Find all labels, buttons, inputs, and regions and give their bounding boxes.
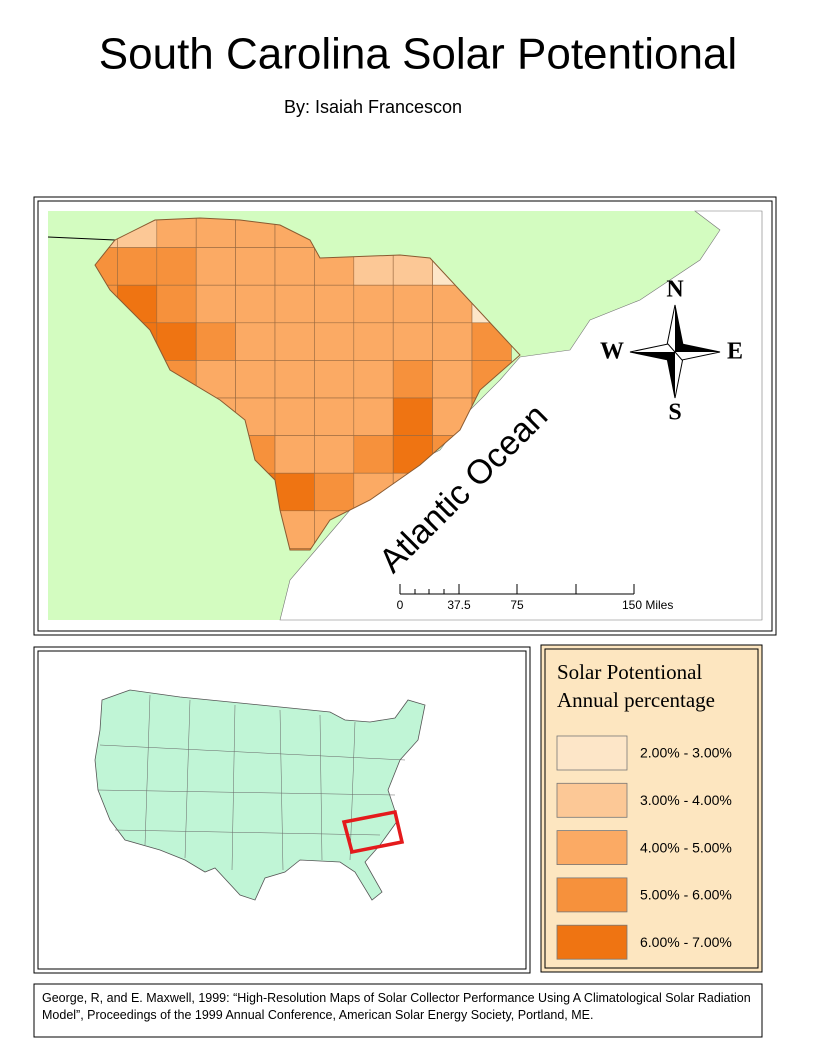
- legend-swatch: [556, 830, 628, 865]
- legend-title: Solar Potentional: [557, 660, 702, 684]
- legend-swatch: [556, 782, 628, 818]
- grid-cell: [235, 360, 276, 399]
- grid-cell: [314, 284, 355, 324]
- grid-cell: [274, 247, 315, 286]
- grid-cell: [314, 472, 355, 512]
- grid-cell: [314, 397, 355, 436]
- compass-w: W: [600, 339, 624, 365]
- grid-cell: [392, 284, 433, 324]
- legend-title: Annual percentage: [557, 688, 715, 712]
- grid-cell: [195, 322, 236, 361]
- state-border: [47, 236, 116, 241]
- grid-cell: [274, 548, 315, 550]
- grid-cell: [274, 360, 315, 399]
- grid-cell: [235, 322, 276, 361]
- legend-label: 4.00% - 5.00%: [640, 839, 732, 855]
- grid-cell: [274, 472, 315, 512]
- map-frame: [33, 196, 777, 636]
- locator-box: [341, 809, 405, 855]
- grid-cell: [235, 247, 276, 286]
- grid-cell: [274, 435, 315, 474]
- sc-outline: [94, 217, 521, 551]
- scale-label: 0: [397, 598, 404, 612]
- citation: George, R, and E. Maxwell, 1999: “High-R…: [42, 991, 751, 1022]
- grid-cell: [274, 322, 315, 361]
- scale-label: 37.5: [447, 598, 471, 612]
- grid-cell: [353, 435, 394, 474]
- grid-cell: [156, 284, 197, 324]
- grid-cell: [156, 247, 197, 286]
- grid-cell: [314, 360, 355, 399]
- legend-swatch: [556, 877, 628, 913]
- grid-cell: [195, 247, 236, 286]
- grid-cell: [432, 322, 473, 361]
- grid-cell: [195, 284, 236, 324]
- us-state-lines: [97, 694, 406, 871]
- grid-cell: [392, 322, 433, 361]
- compass-n: N: [666, 277, 684, 303]
- scale-label: 75: [510, 598, 524, 612]
- grid-cell: [117, 247, 158, 286]
- author: By: Isaiah Francescon: [284, 97, 462, 117]
- map-frame-inner: [37, 200, 773, 632]
- grid-cell: [156, 218, 197, 248]
- grid-cell: [353, 360, 394, 399]
- legend-label: 3.00% - 4.00%: [640, 792, 732, 808]
- citation-box: [33, 983, 763, 1038]
- locator-frame: [33, 646, 531, 974]
- grid-cell: [392, 360, 433, 399]
- legend-swatch: [556, 735, 628, 771]
- grid-cell: [353, 397, 394, 436]
- locator-frame-inner: [37, 650, 527, 970]
- us-map: [94, 689, 426, 901]
- grid-cell: [353, 284, 394, 324]
- grid-cell: [235, 284, 276, 324]
- grid-cell: [274, 284, 315, 324]
- legend-swatch: [556, 924, 628, 960]
- grid-cell: [314, 435, 355, 474]
- title: South Carolina Solar Potentional: [99, 30, 737, 79]
- compass-s: S: [668, 400, 681, 426]
- grid-cell: [353, 322, 394, 361]
- scale-bar: [399, 584, 635, 595]
- compass-e: E: [727, 339, 743, 365]
- grid-cell: [392, 397, 433, 436]
- grid-cell: [156, 322, 197, 361]
- scale-label: 150 Miles: [622, 598, 673, 612]
- compass: [629, 304, 721, 399]
- legend-label: 2.00% - 3.00%: [640, 745, 732, 761]
- legend-label: 6.00% - 7.00%: [640, 934, 732, 950]
- legend-label: 5.00% - 6.00%: [640, 887, 732, 903]
- grid-cell: [274, 397, 315, 436]
- grid-cell: [314, 322, 355, 361]
- grid-cell: [432, 360, 473, 399]
- legend-box-inner: [544, 648, 759, 969]
